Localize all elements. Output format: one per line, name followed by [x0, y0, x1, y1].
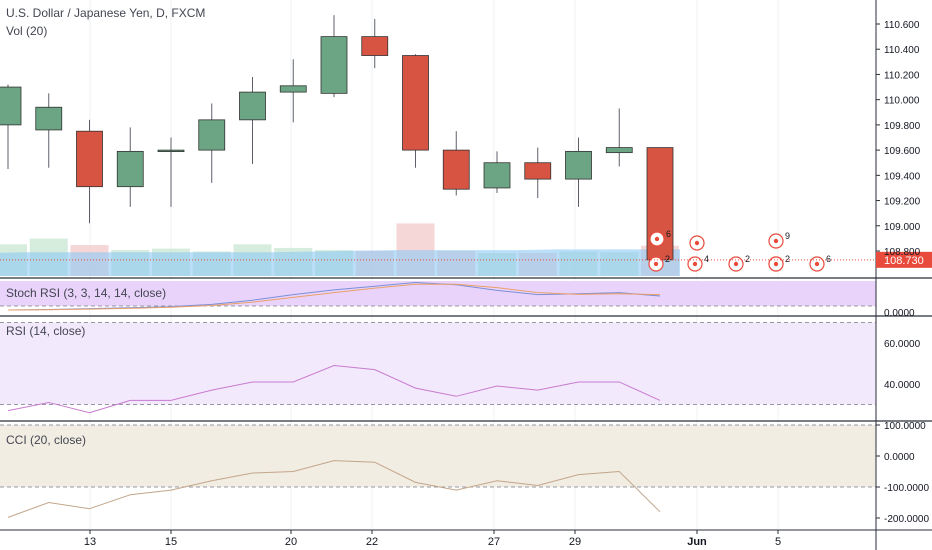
- event-count: 2: [665, 254, 670, 264]
- event-count: 2: [745, 254, 750, 264]
- event-count: 9: [785, 231, 790, 241]
- event-count: 4: [704, 254, 709, 264]
- last-price-tag: [876, 251, 932, 268]
- event-count: 6: [666, 229, 671, 239]
- event-dot: [692, 261, 698, 267]
- event-dot: [773, 238, 779, 244]
- price-tick-label: 109.600: [884, 146, 921, 157]
- rsi-line: [7, 365, 661, 414]
- price-tick-label: 110.400: [884, 45, 920, 56]
- stoch-line: [7, 283, 661, 311]
- rsi-tick-label: 60.0000: [884, 339, 921, 350]
- candle-body[interactable]: [157, 149, 185, 153]
- event-dot: [733, 261, 739, 267]
- candle-body[interactable]: [605, 147, 633, 154]
- time-tick-label: 5: [775, 536, 781, 548]
- cci-tick-label: 0.0000: [884, 452, 915, 463]
- cci-legend: CCI (20, close): [6, 433, 87, 447]
- candle-body[interactable]: [565, 150, 592, 180]
- cci-tick-label: -100.0000: [884, 483, 929, 494]
- time-tick-label: 15: [165, 536, 177, 548]
- event-count: 2: [785, 254, 790, 264]
- time-tick-label: 20: [285, 536, 297, 548]
- price-tick-label: 109.000: [884, 222, 921, 233]
- price-tick-label: 109.200: [884, 197, 921, 208]
- stoch-line: [7, 282, 661, 311]
- candle-body[interactable]: [442, 149, 470, 190]
- event-badges[interactable]: 6 2 4 2 9 2 6: [648, 229, 831, 272]
- event-dot: [694, 240, 700, 246]
- time-tick-label: 22: [366, 536, 378, 548]
- candle-body[interactable]: [116, 150, 144, 188]
- price-tick-label: 110.600: [884, 20, 920, 31]
- candle-body[interactable]: [198, 119, 226, 151]
- rsi-band: [0, 322, 876, 405]
- event-dot: [654, 236, 660, 242]
- rsi-legend: RSI (14, close): [6, 324, 86, 338]
- cci-line: [7, 460, 661, 518]
- candle-body[interactable]: [76, 130, 103, 188]
- time-tick-label: 27: [488, 536, 500, 548]
- indicator-bands: [0, 281, 876, 488]
- stoch-band: [0, 281, 876, 306]
- cci-tick-label: 100.0000: [884, 421, 926, 432]
- price-tick-label: 110.200: [884, 70, 920, 81]
- candle-body[interactable]: [402, 55, 429, 151]
- last-price-label: 108.730: [884, 255, 924, 267]
- price-tick-label: 108.800: [884, 247, 921, 258]
- volume-ma-area: [0, 249, 680, 276]
- candle-body[interactable]: [524, 162, 552, 180]
- axis-ticks: 110.600 110.400 110.200 110.000 109.800 109.6…: [84, 20, 930, 548]
- candle-body[interactable]: [35, 106, 63, 131]
- price-candles[interactable]: [0, 15, 674, 261]
- event-dot: [653, 261, 659, 267]
- candle-body[interactable]: [279, 85, 307, 93]
- volume-legend: Vol (20): [6, 24, 48, 38]
- price-tick-label: 110.000: [884, 96, 920, 107]
- time-tick-label: 13: [84, 536, 96, 548]
- indicator-lines: [7, 282, 661, 518]
- time-tick-label: Jun: [687, 536, 707, 548]
- price-legend-title: U.S. Dollar / Japanese Yen, D, FXCM: [6, 6, 206, 20]
- volume-bars: [0, 223, 680, 276]
- stoch-tick-label: 0.0000: [884, 308, 915, 319]
- time-tick-label: 29: [569, 536, 581, 548]
- cci-band: [0, 425, 876, 487]
- cci-tick-label: -200.0000: [884, 514, 929, 525]
- candle-body[interactable]: [361, 36, 389, 56]
- candle-body[interactable]: [483, 162, 511, 189]
- event-dot: [814, 261, 820, 267]
- event-count: 6: [826, 254, 831, 264]
- event-dot: [773, 261, 779, 267]
- candle-body[interactable]: [320, 36, 348, 94]
- candle-body[interactable]: [239, 91, 266, 121]
- rsi-tick-label: 40.0000: [884, 380, 921, 391]
- candle-body[interactable]: [0, 86, 22, 126]
- price-tick-label: 109.400: [884, 171, 921, 182]
- stoch-rsi-legend: Stoch RSI (3, 3, 14, 14, close): [6, 286, 167, 300]
- price-tick-label: 109.800: [884, 121, 921, 132]
